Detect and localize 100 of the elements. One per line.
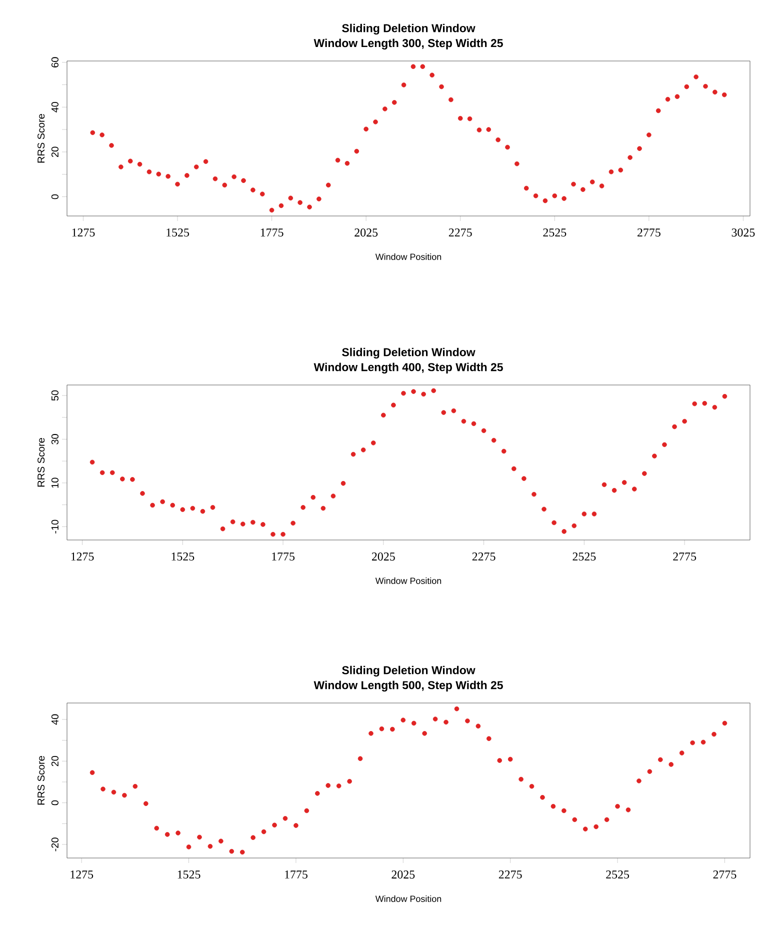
point — [250, 835, 256, 840]
x-axis-title: Window Position — [375, 253, 441, 260]
point — [422, 731, 427, 736]
point — [368, 731, 374, 736]
point — [636, 778, 642, 784]
point — [411, 720, 416, 726]
x-tick-label: 2525 — [542, 228, 566, 237]
point — [132, 784, 138, 789]
y-tick-label: 0 — [51, 194, 58, 200]
point — [561, 808, 566, 814]
x-tick-label: 1525 — [172, 552, 194, 561]
point — [582, 826, 588, 832]
x-tick-label: 1275 — [70, 870, 93, 879]
x-axis-title: Window Position — [375, 895, 441, 902]
point — [454, 706, 459, 712]
x-tick-label: 1275 — [71, 552, 94, 561]
y-axis-title: RRS Score — [37, 114, 44, 163]
x-tick-label: 2525 — [572, 552, 596, 561]
point — [164, 832, 170, 837]
point — [486, 736, 492, 742]
point — [143, 801, 148, 806]
x-axis-title: Window Position — [375, 577, 441, 584]
point — [358, 756, 362, 762]
x-tick-label: 2775 — [713, 870, 736, 879]
point — [122, 792, 127, 798]
x-tick-label: 2275 — [498, 870, 522, 879]
x-tick-label: 2525 — [606, 870, 629, 879]
y-tick-label: -10 — [51, 520, 58, 534]
point — [658, 757, 663, 762]
point — [346, 778, 352, 784]
point — [325, 783, 330, 788]
point — [196, 834, 202, 840]
point — [722, 720, 727, 726]
point — [614, 804, 620, 809]
point — [529, 784, 534, 789]
point — [336, 784, 341, 788]
point — [626, 807, 630, 812]
point — [272, 822, 277, 828]
point — [379, 726, 384, 732]
x-tick-label: 2775 — [637, 228, 660, 237]
point — [604, 817, 609, 822]
y-tick-label: 60 — [51, 57, 58, 68]
x-tick-label: 3025 — [732, 228, 754, 237]
point — [293, 823, 298, 828]
chart-title: Sliding Deletion Window — [342, 24, 476, 35]
point — [518, 776, 524, 782]
x-tick-label: 1775 — [260, 228, 284, 237]
point — [175, 830, 180, 836]
point — [679, 750, 684, 756]
point — [154, 826, 159, 831]
y-tick-label: -20 — [51, 838, 58, 852]
point — [711, 732, 716, 737]
x-tick-label: 1525 — [178, 870, 200, 879]
y-tick-label: 0 — [51, 800, 58, 806]
x-tick-label: 1775 — [284, 870, 308, 879]
x-tick-label: 2275 — [448, 228, 472, 237]
chart-title: Sliding Deletion Window — [342, 348, 476, 359]
point — [111, 790, 116, 795]
point — [90, 770, 94, 775]
x-tick-label: 2025 — [354, 228, 378, 237]
y-tick-label: 50 — [51, 390, 58, 401]
chart-subtitle: Window Length 500, Step Width 25 — [314, 680, 503, 692]
point — [432, 716, 438, 722]
point — [647, 769, 652, 774]
point — [400, 718, 406, 722]
point — [186, 844, 191, 850]
point — [550, 804, 556, 809]
x-tick-label: 1275 — [72, 228, 94, 237]
point — [229, 848, 234, 854]
chart-subtitle: Window Length 300, Step Width 25 — [314, 38, 503, 50]
y-axis-title: RRS Score — [37, 438, 44, 487]
y-tick-label: 20 — [51, 146, 58, 157]
x-tick-label: 2275 — [472, 552, 496, 561]
x-tick-label: 1775 — [272, 552, 294, 561]
x-tick-label: 1525 — [166, 228, 189, 237]
x-tick-label: 2025 — [391, 870, 414, 879]
point — [261, 829, 266, 834]
point — [540, 794, 545, 800]
chart-subtitle: Window Length 400, Step Width 25 — [314, 362, 503, 374]
point — [593, 824, 598, 830]
y-axis-title: RRS Score — [37, 756, 44, 805]
point — [476, 724, 480, 729]
chart-title: Sliding Deletion Window — [342, 666, 476, 677]
point — [100, 786, 106, 792]
point — [700, 740, 706, 745]
point — [304, 808, 309, 814]
x-tick-label: 2775 — [672, 552, 696, 561]
point — [314, 791, 320, 796]
y-tick-label: 40 — [51, 102, 58, 112]
point — [508, 756, 513, 762]
point — [208, 844, 212, 849]
point — [572, 817, 577, 822]
point — [690, 740, 695, 746]
point — [443, 720, 448, 725]
x-tick-label: 2025 — [372, 552, 395, 561]
point — [390, 726, 395, 732]
y-tick-label: 40 — [51, 714, 58, 725]
y-tick-label: 10 — [51, 478, 58, 488]
point — [218, 838, 224, 844]
y-tick-label: 30 — [51, 434, 58, 444]
